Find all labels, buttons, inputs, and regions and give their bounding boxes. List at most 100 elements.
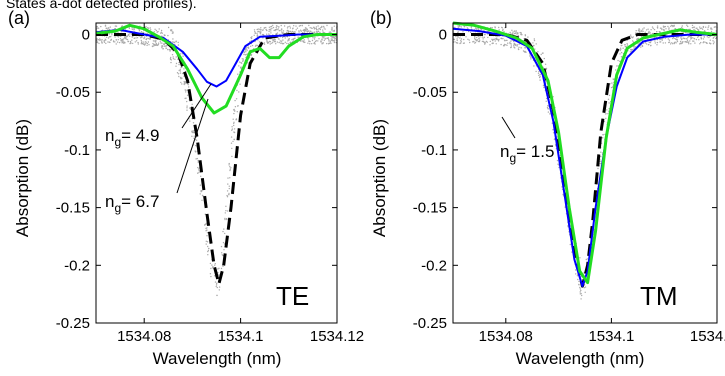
noise-dot xyxy=(469,41,471,44)
noise-dot xyxy=(178,63,180,66)
noise-dot xyxy=(315,26,318,28)
noise-dot xyxy=(482,38,484,40)
noise-dot xyxy=(269,41,272,43)
noise-dot xyxy=(302,40,304,42)
noise-dot xyxy=(272,24,274,27)
noise-dot xyxy=(225,210,227,212)
noise-dot xyxy=(114,25,117,27)
noise-dot xyxy=(257,28,259,30)
noise-dot xyxy=(130,33,132,35)
noise-dot xyxy=(287,29,289,32)
fit-curve-dashed xyxy=(453,33,717,288)
noise-dot xyxy=(668,39,671,41)
noise-dot xyxy=(186,105,188,107)
noise-dot xyxy=(552,132,555,134)
noise-dot xyxy=(232,109,235,111)
noise-dot xyxy=(664,25,667,28)
noise-dot xyxy=(455,42,458,44)
noise-dot xyxy=(503,31,505,33)
noise-dot xyxy=(456,38,458,40)
noise-dot xyxy=(327,43,330,45)
noise-dot xyxy=(321,43,323,45)
noise-dot xyxy=(672,43,674,45)
panel-a-xlabel: Wavelength (nm) xyxy=(153,349,282,368)
noise-dot xyxy=(315,40,318,42)
noise-dot xyxy=(608,102,610,104)
noise-dot xyxy=(496,35,498,38)
noise-dot xyxy=(602,137,604,139)
noise-dot xyxy=(676,36,678,39)
noise-dot xyxy=(179,68,181,71)
noise-dot xyxy=(702,38,705,40)
panel-b-mode-label: TM xyxy=(640,281,678,311)
noise-dot xyxy=(224,217,226,220)
noise-dot xyxy=(324,28,326,30)
noise-dot xyxy=(133,37,136,39)
noise-dot xyxy=(121,25,124,27)
noise-dot xyxy=(320,41,322,43)
noise-dot xyxy=(324,37,326,40)
noise-dot xyxy=(183,68,185,70)
noise-dot xyxy=(299,29,302,31)
noise-dot xyxy=(216,282,218,285)
noise-dot xyxy=(460,39,462,42)
noise-dot xyxy=(535,43,537,45)
noise-dot xyxy=(319,28,322,31)
noise-dot xyxy=(629,51,632,53)
noise-dot xyxy=(155,39,157,41)
noise-dot xyxy=(298,30,300,32)
noise-dot xyxy=(463,42,465,44)
noise-dot xyxy=(335,35,337,38)
noise-dot xyxy=(179,77,182,79)
noise-dot xyxy=(317,30,320,33)
noise-dot xyxy=(155,42,157,45)
noise-dot xyxy=(304,41,306,44)
noise-dot xyxy=(191,103,193,106)
noise-dot xyxy=(649,31,651,34)
noise-dot xyxy=(524,47,527,49)
noise-dot xyxy=(688,35,690,37)
noise-dot xyxy=(708,25,710,27)
y-tick-label: -0.25 xyxy=(413,315,447,332)
annotation-label: ng= 4.9 xyxy=(105,126,159,149)
noise-dot xyxy=(284,41,286,43)
noise-dot xyxy=(145,42,147,44)
noise-dot xyxy=(645,29,648,31)
noise-dot xyxy=(575,273,577,275)
noise-dot xyxy=(635,30,637,32)
noise-dot xyxy=(631,37,634,39)
noise-dot xyxy=(178,75,180,78)
noise-dot xyxy=(692,37,694,39)
noise-dot xyxy=(260,27,262,29)
noise-dot xyxy=(518,46,520,48)
noise-dot xyxy=(146,44,148,47)
noise-dot xyxy=(98,42,100,45)
noise-dot xyxy=(105,36,108,38)
noise-dot xyxy=(227,177,229,179)
noise-dot xyxy=(208,247,210,250)
annotation-label: ng= 6.7 xyxy=(105,192,159,215)
noise-dot xyxy=(318,38,320,40)
noise-dot xyxy=(201,190,203,192)
noise-dot xyxy=(231,128,234,130)
noise-dot xyxy=(513,32,516,35)
noise-dot xyxy=(169,58,172,60)
noise-dot xyxy=(185,91,187,93)
noise-dot xyxy=(326,37,329,39)
noise-dot xyxy=(532,42,534,44)
noise-dot xyxy=(117,39,120,41)
noise-dot xyxy=(494,38,497,40)
noise-dot xyxy=(112,40,115,42)
noise-dot xyxy=(498,26,500,29)
noise-dot xyxy=(623,44,626,46)
noise-dot xyxy=(257,39,259,41)
noise-dot xyxy=(229,166,231,168)
noise-dot xyxy=(643,27,645,29)
noise-dot xyxy=(226,218,228,221)
noise-dot xyxy=(460,26,462,28)
noise-dot xyxy=(476,28,478,30)
noise-dot xyxy=(122,40,124,42)
noise-dot xyxy=(155,29,157,32)
noise-dot xyxy=(690,37,693,39)
noise-dot xyxy=(256,32,258,35)
